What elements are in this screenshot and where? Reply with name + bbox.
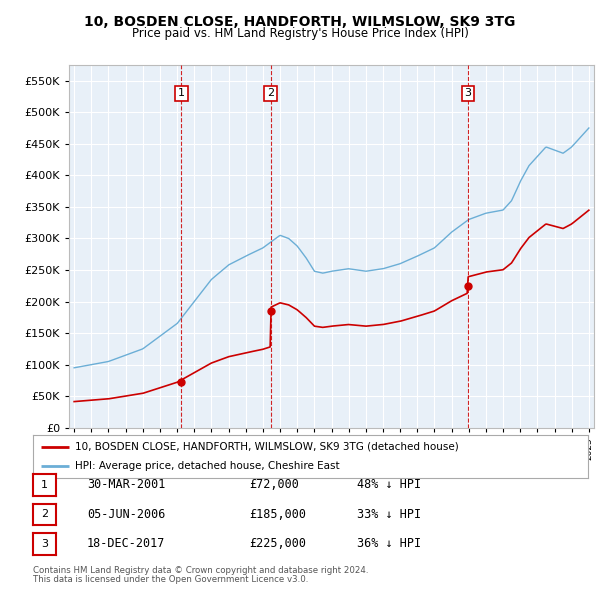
Text: 30-MAR-2001: 30-MAR-2001 [87, 478, 166, 491]
Text: 10, BOSDEN CLOSE, HANDFORTH, WILMSLOW, SK9 3TG (detached house): 10, BOSDEN CLOSE, HANDFORTH, WILMSLOW, S… [74, 442, 458, 452]
Text: 48% ↓ HPI: 48% ↓ HPI [357, 478, 421, 491]
Text: 36% ↓ HPI: 36% ↓ HPI [357, 537, 421, 550]
Text: £72,000: £72,000 [249, 478, 299, 491]
Text: 2: 2 [41, 510, 48, 519]
Text: 1: 1 [41, 480, 48, 490]
Text: 05-JUN-2006: 05-JUN-2006 [87, 508, 166, 521]
Text: 33% ↓ HPI: 33% ↓ HPI [357, 508, 421, 521]
Text: Price paid vs. HM Land Registry's House Price Index (HPI): Price paid vs. HM Land Registry's House … [131, 27, 469, 40]
Text: £185,000: £185,000 [249, 508, 306, 521]
Text: 18-DEC-2017: 18-DEC-2017 [87, 537, 166, 550]
Text: 10, BOSDEN CLOSE, HANDFORTH, WILMSLOW, SK9 3TG: 10, BOSDEN CLOSE, HANDFORTH, WILMSLOW, S… [85, 15, 515, 29]
Text: This data is licensed under the Open Government Licence v3.0.: This data is licensed under the Open Gov… [33, 575, 308, 584]
Text: Contains HM Land Registry data © Crown copyright and database right 2024.: Contains HM Land Registry data © Crown c… [33, 566, 368, 575]
Text: 1: 1 [178, 88, 185, 99]
Text: 3: 3 [41, 539, 48, 549]
Text: HPI: Average price, detached house, Cheshire East: HPI: Average price, detached house, Ches… [74, 461, 339, 471]
Text: 2: 2 [267, 88, 274, 99]
Text: £225,000: £225,000 [249, 537, 306, 550]
Text: 3: 3 [464, 88, 472, 99]
